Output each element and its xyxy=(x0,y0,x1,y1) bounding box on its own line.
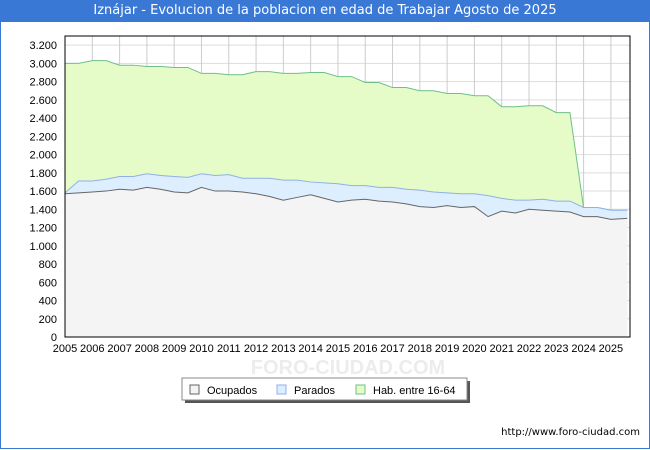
y-tick-label: 1.000 xyxy=(29,241,57,253)
legend-label: Ocupados xyxy=(207,385,258,397)
x-tick-label: 2021 xyxy=(489,343,513,355)
chart-title: Iznájar - Evolucion de la poblacion en e… xyxy=(0,0,650,22)
y-tick-label: 400 xyxy=(39,296,57,308)
x-tick-label: 2023 xyxy=(544,343,568,355)
x-tick-label: 2020 xyxy=(462,343,486,355)
ocupados-series-area xyxy=(65,187,628,337)
y-tick-label: 3.000 xyxy=(29,58,57,70)
legend-swatch-0 xyxy=(189,384,200,395)
y-tick-label: 600 xyxy=(39,277,57,289)
x-tick-label: 2010 xyxy=(189,343,213,355)
y-tick-label: 2.400 xyxy=(29,113,57,125)
y-tick-label: 1.600 xyxy=(29,186,57,198)
x-tick-label: 2011 xyxy=(217,343,241,355)
y-tick-label: 1.800 xyxy=(29,168,57,180)
x-tick-label: 2018 xyxy=(408,343,432,355)
x-tick-label: 2008 xyxy=(135,343,159,355)
x-tick-label: 2007 xyxy=(107,343,131,355)
y-tick-label: 3.200 xyxy=(29,40,57,52)
parados-series-line xyxy=(64,173,628,211)
y-tick-label: 1.400 xyxy=(29,204,57,216)
x-tick-label: 2014 xyxy=(298,343,322,355)
legend-swatch-1 xyxy=(276,384,287,395)
x-tick-label: 2012 xyxy=(244,343,268,355)
y-tick-label: 2.600 xyxy=(29,95,57,107)
x-tick-label: 2016 xyxy=(353,343,377,355)
hab-series-line xyxy=(65,60,628,211)
x-tick-label: 2025 xyxy=(599,343,623,355)
source-url[interactable]: http://www.foro-ciudad.com xyxy=(501,427,640,438)
y-tick-label: 1.200 xyxy=(29,223,57,235)
y-tick-label: 2.800 xyxy=(29,77,57,89)
y-tick-label: 0 xyxy=(51,332,57,344)
x-tick-label: 2005 xyxy=(53,343,77,355)
legend-label: Parados xyxy=(294,385,335,397)
y-tick-label: 200 xyxy=(39,314,57,326)
y-tick-label: 800 xyxy=(39,259,57,271)
x-tick-label: 2009 xyxy=(162,343,186,355)
x-tick-label: 2015 xyxy=(326,343,350,355)
ocupados-series-line xyxy=(64,186,628,220)
watermark: FORO-CIUDAD.COM xyxy=(251,357,445,379)
y-tick-label: 2.200 xyxy=(29,131,57,143)
legend-label: Hab. entre 16-64 xyxy=(373,385,456,397)
x-tick-label: 2024 xyxy=(571,343,595,355)
x-tick-label: 2006 xyxy=(80,343,104,355)
x-tick-label: 2017 xyxy=(380,343,404,355)
plot-border xyxy=(64,35,631,338)
x-tick-label: 2013 xyxy=(271,343,295,355)
y-tick-label: 2.000 xyxy=(29,150,57,162)
legend-swatch-2 xyxy=(355,384,366,395)
x-tick-label: 2022 xyxy=(517,343,541,355)
x-tick-label: 2019 xyxy=(435,343,459,355)
legend-box xyxy=(181,377,468,401)
